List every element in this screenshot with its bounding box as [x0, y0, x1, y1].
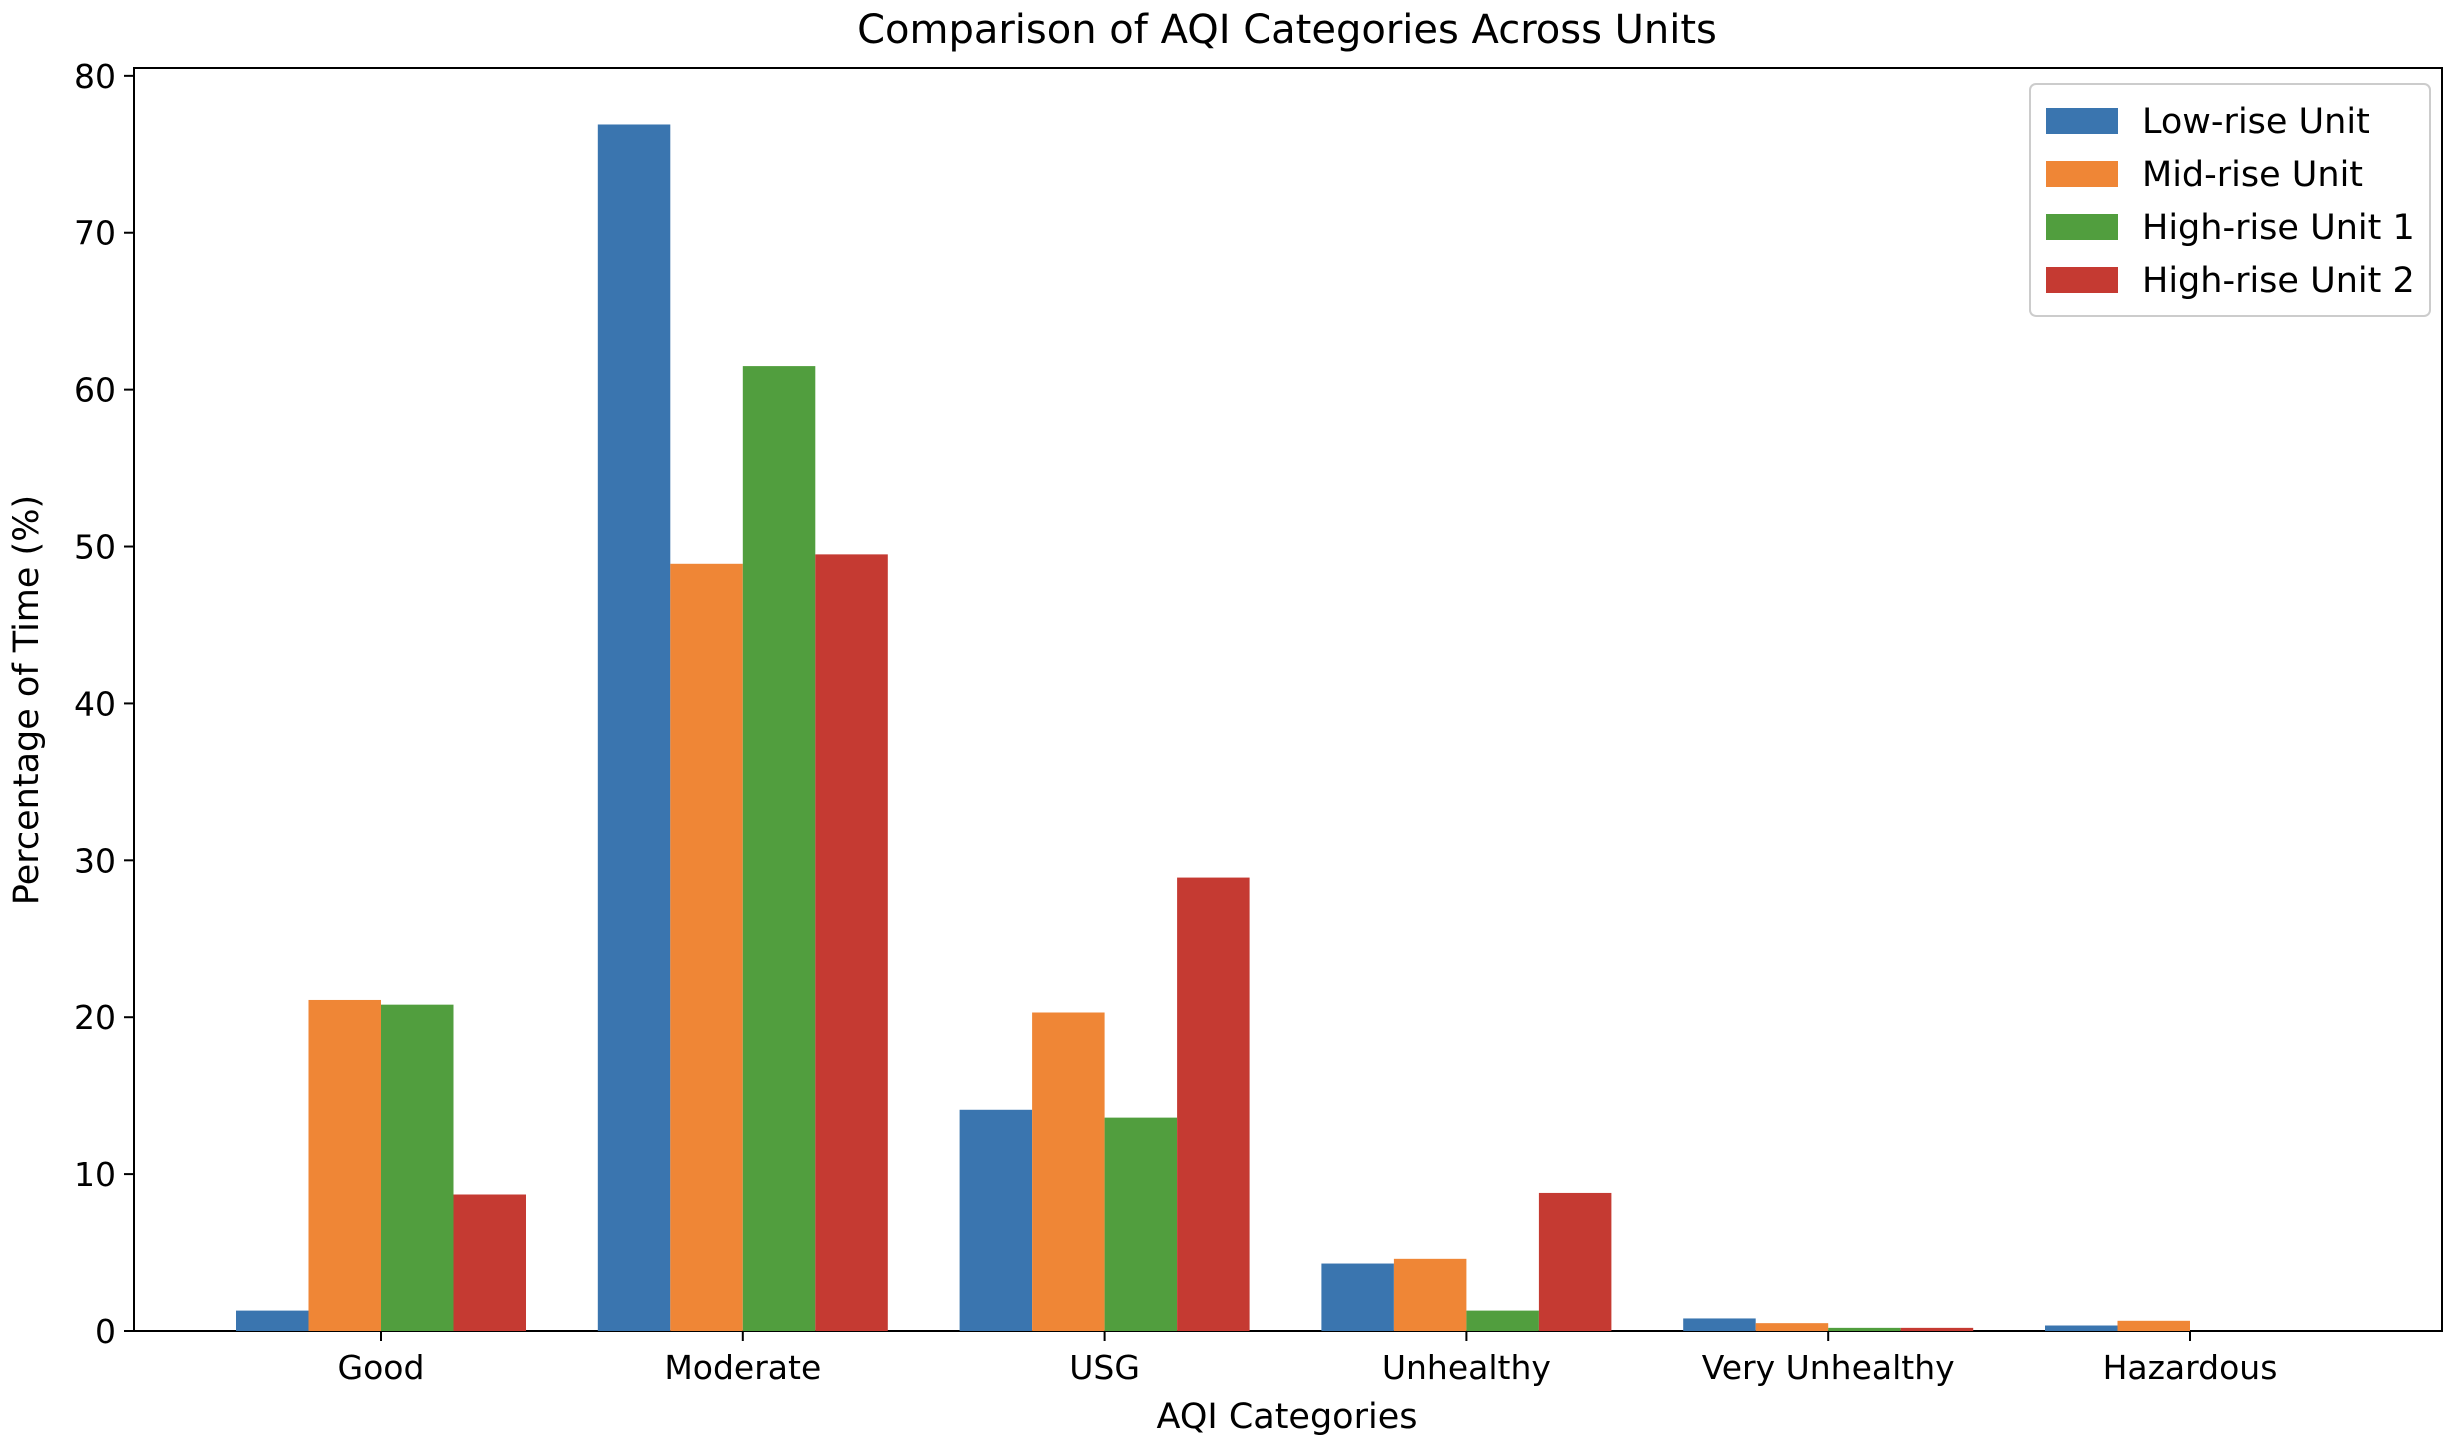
bar-0-2 [381, 1004, 454, 1331]
legend-label: Low-rise Unit [2142, 102, 2370, 142]
y-axis: 0 10 20 30 40 50 60 70 80 [74, 57, 134, 1351]
y-tick-label: 70 [74, 214, 116, 253]
legend-swatch [2046, 214, 2118, 240]
chart-title: Comparison of AQI Categories Across Unit… [857, 7, 1717, 53]
legend: Low-rise Unit Mid-rise Unit High-rise Unit… [2029, 83, 2431, 317]
bar-4-1 [1755, 1323, 1829, 1331]
bar-2-3 [1177, 877, 1250, 1331]
legend-box [2029, 83, 2431, 317]
x-tick-label: USG [1069, 1348, 1140, 1387]
y-tick-label: 60 [74, 371, 116, 410]
bar-1-3 [815, 554, 888, 1331]
bar-1-0 [597, 124, 671, 1332]
x-axis-label: AQI Categories [1157, 1397, 1418, 1437]
legend-swatch [2046, 108, 2118, 134]
y-tick-label: 10 [74, 1155, 116, 1194]
bar-4-2 [1828, 1327, 1901, 1331]
bar-2-0 [959, 1109, 1033, 1331]
bar-4-0 [1683, 1318, 1756, 1331]
bar-2-1 [1032, 1012, 1105, 1331]
x-tick-label: Moderate [664, 1348, 821, 1387]
bar-1-2 [742, 366, 816, 1331]
x-tick-label: Unhealthy [1382, 1348, 1551, 1387]
x-tick-label: Good [338, 1348, 425, 1387]
y-tick-label: 50 [74, 528, 116, 567]
bar-3-2 [1466, 1310, 1539, 1331]
bar-3-3 [1538, 1192, 1612, 1331]
bar-4-3 [1900, 1327, 1974, 1331]
bar-0-0 [236, 1310, 309, 1331]
bar-3-0 [1321, 1263, 1394, 1331]
bar-5-1 [2117, 1320, 2190, 1331]
bar-0-1 [308, 999, 381, 1331]
plot-frame [133, 67, 2443, 1332]
y-tick-label: 30 [74, 841, 116, 880]
y-tick-label: 20 [74, 998, 116, 1037]
x-tick-label: Very Unhealthy [1702, 1348, 1955, 1387]
legend-swatch [2046, 161, 2118, 187]
bar-2-2 [1104, 1117, 1178, 1331]
bar-0-3 [453, 1194, 526, 1331]
y-tick-label: 40 [74, 684, 116, 723]
legend-label: High-rise Unit 1 [2142, 208, 2415, 248]
plot-area [133, 67, 2443, 1332]
legend-label: Mid-rise Unit [2142, 155, 2363, 195]
x-tick-label: Hazardous [2103, 1348, 2278, 1387]
y-axis-label: Percentage of Time (%) [7, 495, 47, 905]
bar-3-1 [1393, 1258, 1467, 1331]
x-axis: Good Moderate USG Unhealthy Very Unhealthy Ha… [338, 1331, 2278, 1387]
legend-label: High-rise Unit 2 [2142, 261, 2415, 301]
bar-1-1 [670, 563, 743, 1331]
y-tick-label: 80 [74, 57, 116, 96]
legend-swatch [2046, 267, 2118, 293]
bar-5-0 [2045, 1325, 2118, 1331]
y-tick-label: 0 [95, 1312, 116, 1351]
